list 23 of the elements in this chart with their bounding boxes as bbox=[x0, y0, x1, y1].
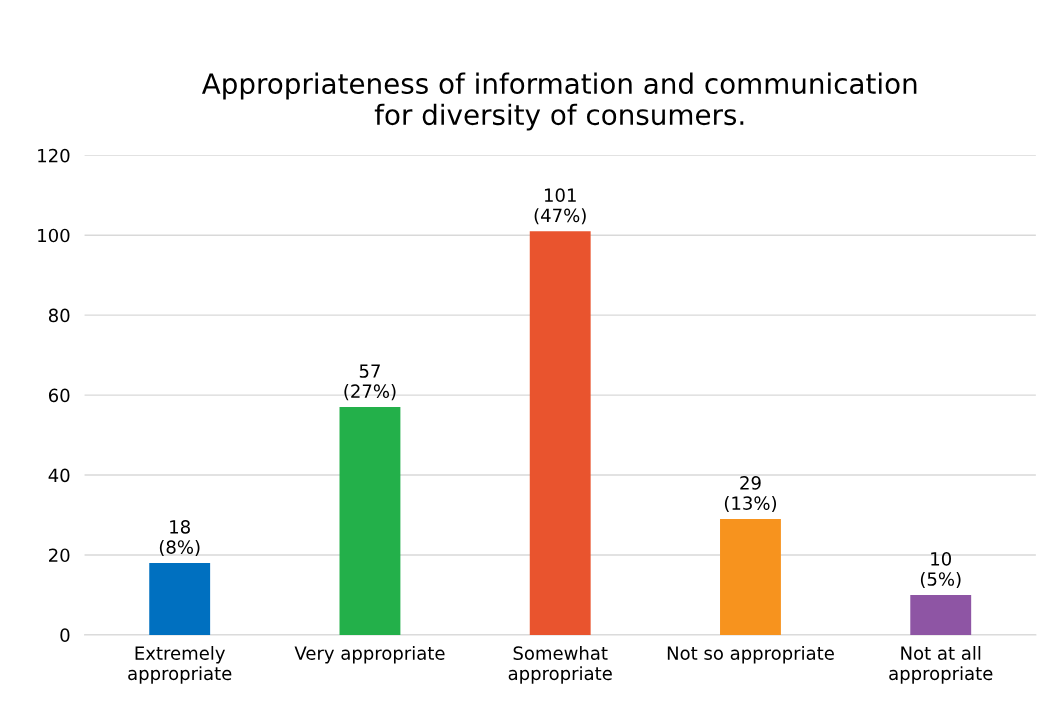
bar bbox=[910, 594, 972, 635]
bar bbox=[339, 407, 401, 635]
x-tick-label: Somewhat appropriate bbox=[508, 645, 612, 684]
y-tick-label: 80 bbox=[48, 308, 70, 323]
x-tick-label: Extremely appropriate bbox=[128, 645, 232, 684]
y-tick-label: 100 bbox=[38, 228, 70, 243]
data-label: 29 (13%) bbox=[724, 476, 777, 513]
data-label: 10 (5%) bbox=[920, 551, 961, 588]
bar bbox=[149, 562, 211, 635]
x-tick-label: Not so appropriate bbox=[667, 645, 834, 664]
bar bbox=[529, 231, 591, 635]
y-tick-label: 40 bbox=[48, 468, 70, 483]
y-tick-label: 0 bbox=[60, 628, 70, 642]
bar bbox=[720, 518, 781, 635]
y-tick-label: 120 bbox=[38, 148, 70, 163]
y-tick-label: 20 bbox=[49, 548, 70, 563]
data-label: 18 (8%) bbox=[159, 520, 200, 557]
chart-title: Appropriateness of information and communication for diversity of consumers. bbox=[201, 72, 917, 131]
x-tick-label: Very appropriate bbox=[294, 645, 445, 664]
data-label: 57 (27%) bbox=[344, 364, 396, 401]
y-tick-label: 60 bbox=[48, 388, 70, 403]
data-label: 101 (47%) bbox=[534, 188, 586, 225]
x-tick-label: Not at all appropriate bbox=[889, 645, 993, 684]
